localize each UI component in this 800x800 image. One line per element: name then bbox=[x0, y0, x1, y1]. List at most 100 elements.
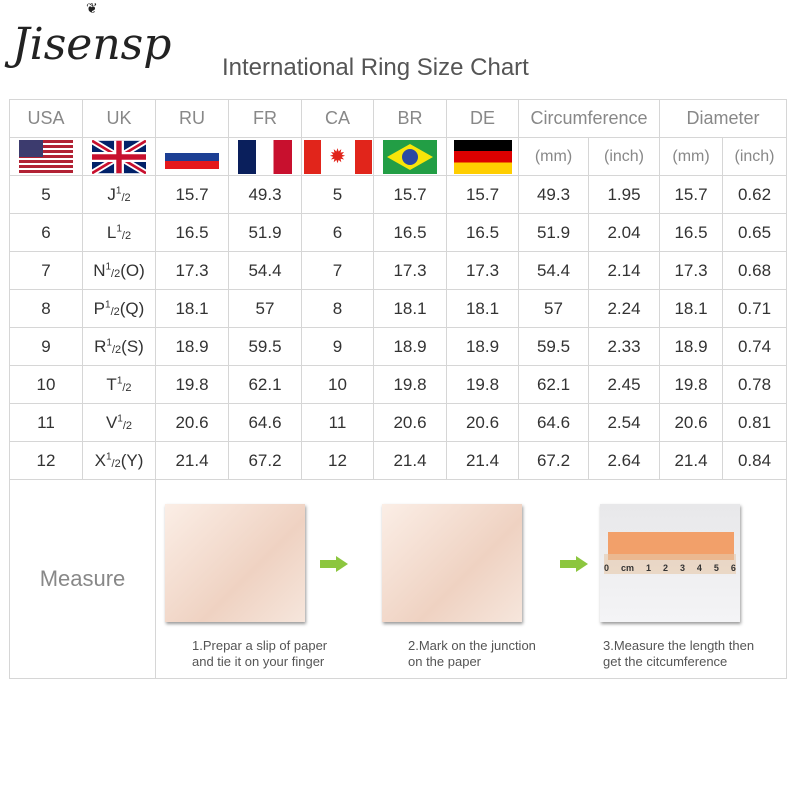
table-row: 6 L1/2 16.5 51.9 6 16.5 16.5 51.9 2.04 16.5 0.65 bbox=[9, 213, 788, 252]
flag-row: ✹ (mm) (inch) (mm) (inch) bbox=[9, 137, 788, 176]
measure-label: Measure bbox=[9, 479, 156, 679]
cell-ru: 18.1 bbox=[155, 289, 229, 328]
table-row: 10 T1/2 19.8 62.1 10 19.8 19.8 62.1 2.45 19.8 0.78 bbox=[9, 365, 788, 404]
uk-size-part: 1 bbox=[105, 260, 112, 272]
cell-dia-in: 0.84 bbox=[722, 441, 788, 480]
cell-br: 15.7 bbox=[373, 175, 447, 214]
canada-flag-icon: ✹ bbox=[303, 139, 372, 174]
arrow-icon bbox=[320, 560, 338, 568]
step1-caption: 1.Prepar a slip of paper and tie it on yo… bbox=[192, 638, 382, 670]
cell-dia-in: 0.65 bbox=[722, 213, 788, 252]
ruler-mark: 5 bbox=[713, 563, 719, 573]
caption-line: get the citcumference bbox=[603, 654, 728, 669]
uk-size-part: V bbox=[105, 412, 118, 432]
unit-circ-mm: (mm) bbox=[518, 137, 589, 176]
ruler-mark: cm bbox=[620, 563, 634, 573]
cell-usa: 9 bbox=[9, 327, 83, 366]
cell-ru: 18.9 bbox=[155, 327, 229, 366]
cell-circ-mm: 59.5 bbox=[518, 327, 589, 366]
cell-dia-in: 0.78 bbox=[722, 365, 788, 404]
uk-size-part: /2 bbox=[121, 229, 132, 242]
step3-photo: 0 cm 1 2 3 4 5 6 bbox=[600, 504, 740, 622]
header-circumference: Circumference bbox=[517, 99, 661, 138]
cell-de: 19.8 bbox=[446, 365, 519, 404]
uk-size-part: T bbox=[106, 374, 117, 394]
uk-size-part: 1 bbox=[105, 450, 112, 462]
cell-dia-in: 0.68 bbox=[722, 251, 788, 290]
cell-circ-in: 2.33 bbox=[587, 327, 661, 366]
step2-caption: 2.Mark on the junction on the paper bbox=[408, 638, 598, 670]
cell-br: 17.3 bbox=[373, 251, 447, 290]
uk-size-part: 1 bbox=[116, 222, 122, 234]
cell-dia-in: 0.81 bbox=[722, 403, 788, 442]
caption-line: and tie it on your finger bbox=[192, 654, 325, 669]
uk-flag-icon bbox=[92, 139, 146, 174]
cell-ca: 11 bbox=[301, 403, 374, 442]
table-row: 5 J1/2 15.7 49.3 5 15.7 15.7 49.3 1.95 15.7 0.62 bbox=[9, 175, 788, 214]
header-usa: USA bbox=[9, 99, 83, 138]
cell-uk: L1/2 bbox=[82, 213, 156, 252]
uk-size-part: 1 bbox=[106, 336, 112, 348]
cell-uk: P1/2(Q) bbox=[82, 289, 156, 328]
cell-circ-in: 2.45 bbox=[587, 365, 661, 404]
cell-uk: X1/2(Y) bbox=[82, 441, 156, 480]
cell-circ-in: 2.14 bbox=[587, 251, 661, 290]
header-de: DE bbox=[446, 99, 519, 138]
uk-size-part: 1 bbox=[116, 374, 123, 386]
uk-size-part: R bbox=[94, 336, 107, 356]
cell-fr: 59.5 bbox=[228, 327, 302, 366]
cell-dia-in: 0.62 bbox=[722, 175, 788, 214]
cell-usa: 7 bbox=[9, 251, 83, 290]
cell-circ-in: 2.64 bbox=[587, 441, 661, 480]
step2-photo bbox=[382, 504, 522, 622]
unit-circ-inch: (inch) bbox=[587, 137, 661, 176]
cell-dia-mm: 19.8 bbox=[659, 365, 724, 404]
cell-ca: 9 bbox=[301, 327, 374, 366]
cell-uk: T1/2 bbox=[82, 365, 156, 404]
cell-dia-mm: 18.1 bbox=[659, 289, 724, 328]
cell-usa: 10 bbox=[9, 365, 83, 404]
cell-ru: 21.4 bbox=[155, 441, 229, 480]
unit-dia-inch: (inch) bbox=[722, 137, 788, 176]
cell-ru: 19.8 bbox=[155, 365, 229, 404]
measure-steps: 0 cm 1 2 3 4 5 6 1.Prepar a slip of paper and ti… bbox=[160, 500, 780, 680]
uk-size-part: 1 bbox=[105, 298, 111, 310]
cell-usa: 6 bbox=[9, 213, 83, 252]
header-diameter: Diameter bbox=[659, 99, 788, 138]
cell-uk: N1/2(O) bbox=[82, 251, 156, 290]
uk-size-part: L bbox=[106, 222, 117, 242]
table-row: 7 N1/2(O) 17.3 54.4 7 17.3 17.3 54.4 2.14 17.3 0.6… bbox=[9, 251, 788, 290]
cell-fr: 67.2 bbox=[228, 441, 302, 480]
cell-fr: 62.1 bbox=[228, 365, 302, 404]
header-fr: FR bbox=[228, 99, 302, 138]
ruler-mark: 1 bbox=[645, 563, 651, 573]
butterfly-icon: ❦ bbox=[86, 0, 98, 16]
cell-dia-mm: 16.5 bbox=[659, 213, 724, 252]
caption-line: 2.Mark on the junction bbox=[408, 638, 536, 653]
uk-size-part: (Q) bbox=[119, 298, 145, 318]
arrow-icon bbox=[560, 560, 578, 568]
uk-size-part: /2 bbox=[111, 457, 121, 470]
uk-size-part: 1 bbox=[117, 412, 123, 424]
ruler: 0 cm 1 2 3 4 5 6 bbox=[604, 554, 736, 574]
cell-ca: 7 bbox=[301, 251, 374, 290]
cell-circ-in: 1.95 bbox=[587, 175, 661, 214]
cell-usa: 12 bbox=[9, 441, 83, 480]
header-br: BR bbox=[373, 99, 447, 138]
table-row: 9 R1/2(S) 18.9 59.5 9 18.9 18.9 59.5 2.33 18.9 0.7… bbox=[9, 327, 788, 366]
cell-de: 15.7 bbox=[446, 175, 519, 214]
cell-dia-mm: 15.7 bbox=[659, 175, 724, 214]
cell-usa: 5 bbox=[9, 175, 83, 214]
ruler-mark: 3 bbox=[679, 563, 685, 573]
ruler-mark: 0 bbox=[604, 563, 610, 573]
uk-size-part: (O) bbox=[120, 260, 145, 280]
cell-uk: J1/2 bbox=[82, 175, 156, 214]
cell-ru: 16.5 bbox=[155, 213, 229, 252]
cell-uk: R1/2(S) bbox=[82, 327, 156, 366]
uk-size-part: /2 bbox=[121, 191, 131, 204]
uk-size-part: (Y) bbox=[120, 450, 144, 470]
caption-line: on the paper bbox=[408, 654, 482, 669]
cell-circ-mm: 57 bbox=[518, 289, 589, 328]
cell-de: 16.5 bbox=[446, 213, 519, 252]
caption-line: 1.Prepar a slip of paper bbox=[192, 638, 328, 653]
